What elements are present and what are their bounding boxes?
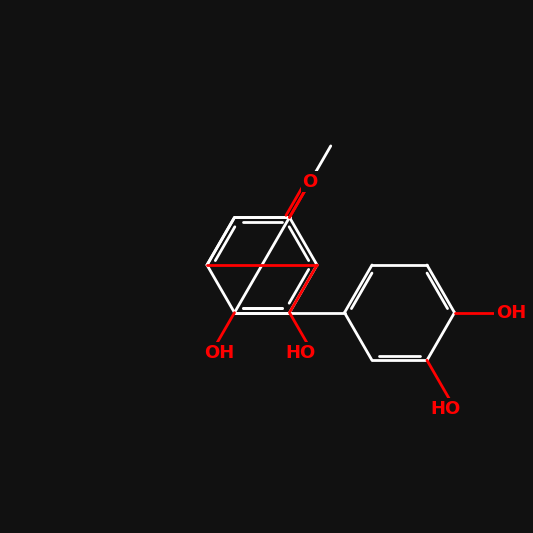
Text: HO: HO xyxy=(430,400,461,418)
Text: O: O xyxy=(303,173,318,191)
Text: HO: HO xyxy=(286,344,316,362)
Text: OH: OH xyxy=(204,344,234,362)
Text: OH: OH xyxy=(496,304,527,321)
